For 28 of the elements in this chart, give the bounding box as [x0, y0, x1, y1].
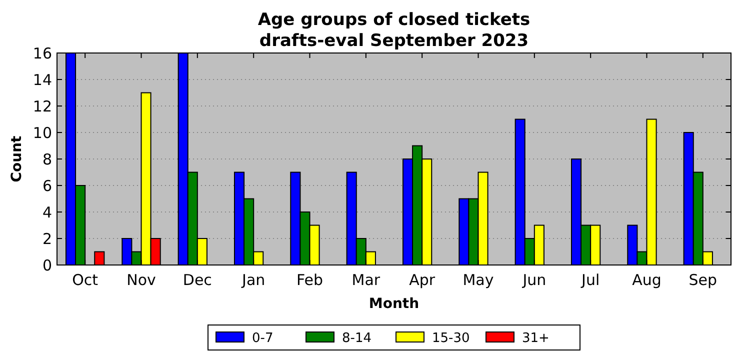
x-tick-label: Feb [296, 271, 324, 289]
x-tick-label: Aug [632, 271, 662, 289]
x-tick-label: Jul [580, 271, 600, 289]
y-tick-label: 2 [42, 230, 52, 248]
x-tick-label: Jun [522, 271, 546, 289]
x-tick-label: Mar [352, 271, 381, 289]
y-tick-label: 10 [32, 124, 52, 142]
x-axis-title: Month [368, 296, 420, 312]
y-tick-label: 14 [32, 70, 52, 89]
y-tick-label: 16 [32, 44, 52, 62]
x-tick-label: Jan [241, 271, 266, 289]
legend-label: 0-7 [252, 331, 274, 346]
x-tick-label: Sep [688, 271, 718, 289]
chart-title: Age groups of closed tickets drafts-eval September 2023 [258, 10, 530, 51]
x-tick-label: Nov [126, 271, 156, 289]
x-tick-label: May [462, 271, 494, 289]
x-tick-label: Dec [182, 271, 212, 289]
y-tick-label: 8 [42, 150, 52, 168]
x-tick-label: Oct [72, 271, 98, 289]
y-tick-label: 12 [32, 97, 52, 116]
legend-label: 15-30 [432, 331, 470, 346]
legend-label: 31+ [522, 331, 550, 346]
y-tick-label: 0 [42, 256, 52, 274]
legend-label: 8-14 [342, 331, 372, 346]
x-tick-label: Apr [409, 271, 436, 289]
y-tick-label: 4 [42, 203, 52, 222]
y-axis-title: Count [9, 135, 25, 182]
y-tick-label: 6 [42, 176, 52, 195]
